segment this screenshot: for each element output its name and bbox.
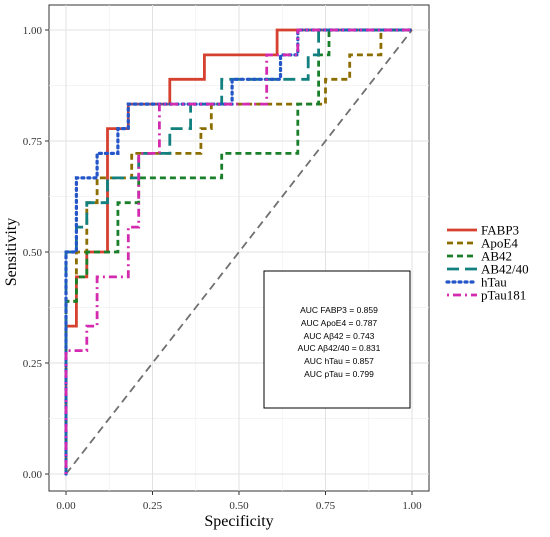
roc-curve-ab42-40 [64,28,412,474]
y-axis-title: Sensitivity [3,218,20,286]
auc-htau: AUC hTau = 0.857 [304,356,374,366]
x-tick-label: 0.25 [143,500,163,512]
auc-ab42-40: AUC Aβ42/40 = 0.831 [298,343,381,353]
roc-curve-ab42 [64,28,412,474]
x-tick-label: 0.50 [229,500,249,512]
legend-label-ptau181: pTau181 [481,288,526,303]
legend-label-ab42: AB42 [481,249,512,264]
y-tick-label: 1.00 [23,25,43,37]
y-tick-label: 0.00 [23,469,43,481]
auc-annotation-box: AUC FABP3 = 0.859 AUC ApoE4 = 0.787 AUC … [263,270,411,409]
auc-ptau: AUC pTau = 0.799 [304,369,374,379]
legend-label-apoe4: ApoE4 [481,236,518,251]
x-tick-label: 0.00 [56,500,76,512]
legend-label-fabp3: FABP3 [481,223,519,238]
legend-label-htau: hTau [481,275,507,290]
x-tick-label: 1.00 [402,500,422,512]
roc-curve-ptau181 [64,28,412,474]
y-tick-label: 0.75 [23,136,43,148]
auc-fabp3: AUC FABP3 = 0.859 [300,305,378,315]
legend-label-ab42-40: AB42/40 [481,262,529,277]
auc-apoe4: AUC ApoE4 = 0.787 [301,318,378,328]
axis-ticks: 0.00 0.25 0.50 0.75 1.00 0.00 0.25 0.50 0.75 1.00 [23,25,422,512]
roc-curves [64,28,414,476]
auc-ab42: AUC Aβ42 = 0.743 [304,331,375,341]
y-tick-label: 0.25 [23,358,43,370]
x-tick-label: 0.75 [316,500,336,512]
y-tick-label: 0.50 [23,247,43,259]
roc-curve-apoe4 [64,28,412,474]
x-axis-title: Specificity [204,513,273,530]
reference-diagonal [65,29,413,475]
grid [49,5,429,491]
